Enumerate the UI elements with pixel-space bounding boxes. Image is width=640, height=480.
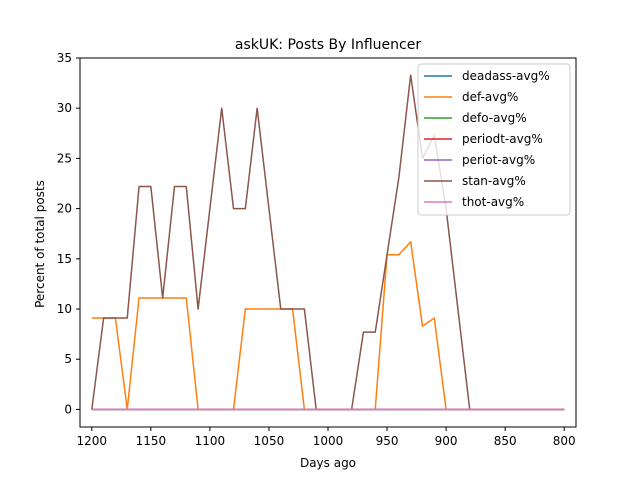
y-tick-label: 0 <box>64 402 72 416</box>
y-tick-label: 20 <box>57 202 72 216</box>
legend-label: thot-avg% <box>462 195 524 209</box>
legend-label: defo-avg% <box>462 111 527 125</box>
x-tick-label: 1150 <box>136 434 167 448</box>
legend-label: deadass-avg% <box>462 69 550 83</box>
series-layer <box>91 74 565 411</box>
y-tick-label: 30 <box>57 101 72 115</box>
x-tick-label: 850 <box>494 434 517 448</box>
x-tick-label: 900 <box>435 434 458 448</box>
legend-label: def-avg% <box>462 90 518 104</box>
x-tick-label: 1200 <box>77 434 108 448</box>
x-tick-label: 1100 <box>195 434 226 448</box>
legend: deadass-avg% def-avg% defo-avg% periodt-avg… <box>417 63 571 216</box>
x-tick-label: 1050 <box>254 434 285 448</box>
x-tick-label: 1000 <box>313 434 344 448</box>
x-tick-label: 950 <box>376 434 399 448</box>
y-axis-title: Percent of total posts <box>33 180 47 308</box>
y-tick-label: 5 <box>64 352 72 366</box>
y-tick-label: 35 <box>57 51 72 65</box>
x-axis: 1200 1150 1100 1050 1000 950 900 850 800 <box>77 427 576 448</box>
y-tick-label: 15 <box>57 252 72 266</box>
legend-label: periodt-avg% <box>462 132 543 146</box>
x-tick-label: 800 <box>553 434 576 448</box>
legend-label: stan-avg% <box>462 174 526 188</box>
x-axis-title: Days ago <box>300 456 356 470</box>
legend-box <box>417 63 571 216</box>
y-axis: 0 5 10 15 20 25 30 35 <box>57 51 80 416</box>
y-tick-label: 25 <box>57 151 72 165</box>
chart-title: askUK: Posts By Influencer <box>235 37 421 53</box>
legend-label: periot-avg% <box>462 153 535 167</box>
y-tick-label: 10 <box>57 302 72 316</box>
